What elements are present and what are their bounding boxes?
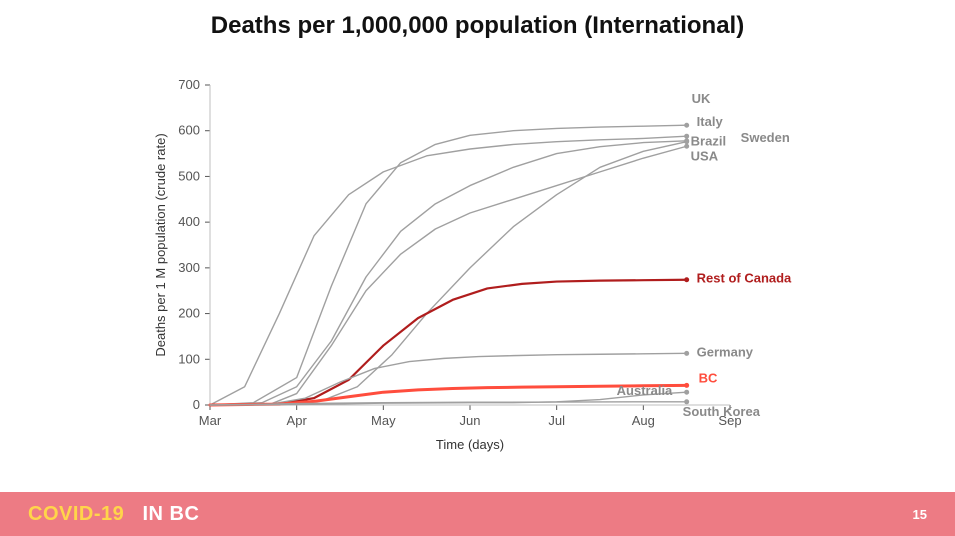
series-label-SouthKorea: South Korea: [683, 404, 761, 419]
svg-text:600: 600: [178, 123, 200, 138]
chart-container: 0 100 200 300 400 500 600 700 Mar Apr May Jun Jul Aug…: [150, 75, 850, 455]
series-USA: [210, 146, 687, 405]
svg-text:May: May: [371, 413, 396, 428]
svg-text:Apr: Apr: [287, 413, 308, 428]
chart-title: Deaths per 1,000,000 population (Interna…: [0, 12, 955, 40]
series-label-Germany: Germany: [697, 344, 754, 359]
svg-text:500: 500: [178, 168, 200, 183]
series-Brazil: [210, 142, 687, 405]
svg-text:Mar: Mar: [199, 413, 222, 428]
series-label-Australia: Australia: [617, 383, 673, 398]
series-end-UK: [684, 123, 689, 128]
svg-text:Aug: Aug: [632, 413, 655, 428]
series-Italy: [210, 136, 687, 405]
footer-bar: COVID-19 IN BC 15: [0, 492, 955, 536]
svg-text:100: 100: [178, 351, 200, 366]
line-chart: 0 100 200 300 400 500 600 700 Mar Apr May Jun Jul Aug…: [150, 75, 850, 455]
series-label-RestOfCanada: Rest of Canada: [697, 271, 792, 286]
series-label-Sweden: Sweden: [741, 130, 790, 145]
series-label-UK: UK: [692, 91, 711, 106]
svg-text:Time (days): Time (days): [436, 437, 504, 452]
series-end-Germany: [684, 351, 689, 356]
series-end-USA: [684, 144, 689, 149]
footer-brand: COVID-19 IN BC: [28, 503, 199, 526]
svg-text:700: 700: [178, 77, 200, 92]
svg-text:Deaths per 1 M population (cru: Deaths per 1 M population (crude rate): [153, 133, 168, 356]
svg-text:200: 200: [178, 306, 200, 321]
series-end-BC: [684, 383, 689, 388]
footer-brand-b: IN BC: [142, 503, 199, 525]
series-Sweden: [210, 141, 687, 405]
series-label-Brazil: Brazil: [691, 134, 726, 149]
series-end-Brazil: [684, 139, 689, 144]
series-end-RestOfCanada: [684, 277, 689, 282]
series-end-Italy: [684, 134, 689, 139]
svg-text:300: 300: [178, 260, 200, 275]
series-label-BC: BC: [699, 370, 718, 385]
series-label-USA: USA: [691, 148, 719, 163]
series-label-Italy: Italy: [697, 114, 724, 129]
svg-text:0: 0: [193, 397, 200, 412]
page-number: 15: [913, 507, 927, 522]
footer-brand-a: COVID-19: [28, 503, 124, 525]
svg-text:Jul: Jul: [548, 413, 565, 428]
series-end-Australia: [684, 390, 689, 395]
svg-text:400: 400: [178, 214, 200, 229]
svg-text:Jun: Jun: [460, 413, 481, 428]
